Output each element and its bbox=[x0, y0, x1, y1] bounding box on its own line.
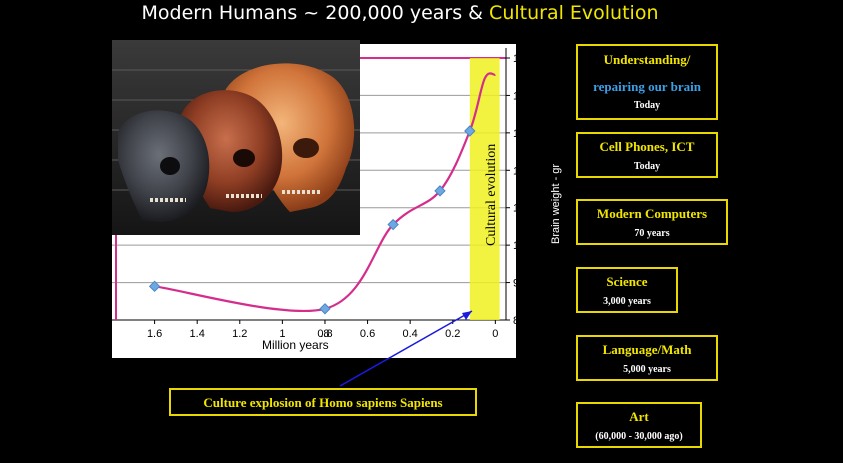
brain-weight-curve bbox=[154, 72, 496, 313]
milestone-sub: Today bbox=[633, 161, 661, 172]
x-tick-label: 0.6 bbox=[360, 328, 375, 340]
data-point bbox=[319, 303, 331, 315]
x-tick-label: 1.4 bbox=[190, 328, 205, 340]
annotation-text: Culture explosion of Homo sapiens Sapien… bbox=[203, 395, 442, 410]
data-point bbox=[387, 218, 399, 231]
milestone-title: Modern Computers bbox=[596, 206, 708, 221]
x-tick-label: 0.4 bbox=[403, 328, 418, 340]
y-tick-label: 800 bbox=[513, 315, 531, 327]
milestone-title: Understanding/ bbox=[603, 52, 691, 67]
milestone-sub: (60,000 - 30,000 ago) bbox=[595, 431, 683, 442]
annotation-arrowhead bbox=[462, 311, 472, 320]
x-tick-label: 0 bbox=[492, 328, 498, 340]
milestone-sub: Today bbox=[633, 100, 661, 111]
y-tick-label: 1300 bbox=[513, 128, 537, 140]
milestone-sub: 70 years bbox=[634, 228, 670, 239]
milestone-computers: Modern Computers 70 years bbox=[576, 199, 728, 245]
slide-title: Modern Humans ~ 200,000 years & Cultural… bbox=[0, 2, 800, 24]
milestone-science: Science 3,000 years bbox=[576, 267, 678, 313]
skull-evolution-image bbox=[112, 40, 360, 235]
y-tick-label: 1000 bbox=[513, 240, 537, 252]
title-part2: Cultural Evolution bbox=[489, 2, 659, 24]
milestone-brain: Understanding/ repairing our brain Today bbox=[576, 44, 718, 120]
x-tick-label: 0.8 bbox=[317, 328, 332, 340]
x-axis-label: Million years bbox=[262, 338, 329, 352]
milestone-title: Language/Math bbox=[602, 342, 692, 357]
milestone-art: Art (60,000 - 30,000 ago) bbox=[576, 402, 702, 448]
x-tick-label: 0.2 bbox=[445, 328, 460, 340]
y-tick-label: 900 bbox=[513, 278, 531, 290]
y-axis-label: Brain weight - gr bbox=[550, 163, 562, 244]
cultural-evolution-band bbox=[469, 58, 500, 320]
y-tick-label: 1100 bbox=[513, 203, 537, 215]
milestone-sub: 3,000 years bbox=[603, 296, 651, 307]
data-point bbox=[464, 125, 476, 137]
milestone-title: Art bbox=[629, 409, 649, 424]
data-point bbox=[434, 185, 446, 197]
annotation-arrow bbox=[339, 310, 473, 387]
y-tick-label: 1200 bbox=[513, 165, 537, 177]
milestone-language: Language/Math 5,000 years bbox=[576, 335, 718, 381]
x-tick-label: 1.2 bbox=[232, 328, 247, 340]
x-tick-label: 1.6 bbox=[147, 328, 162, 340]
milestone-title-2: repairing our brain bbox=[593, 79, 701, 94]
data-point bbox=[148, 280, 161, 293]
milestone-title: Cell Phones, ICT bbox=[599, 139, 695, 154]
x-tick-label: 1 bbox=[279, 328, 285, 340]
milestone-title: Science bbox=[606, 274, 648, 289]
x-tick-label: .8 bbox=[320, 328, 329, 340]
band-label: Cultural evolution bbox=[484, 143, 499, 246]
title-part1: Modern Humans ~ 200,000 years & bbox=[141, 2, 490, 24]
y-tick-label: 1400 bbox=[513, 90, 537, 102]
milestone-sub: 5,000 years bbox=[623, 364, 671, 375]
milestone-phones: Cell Phones, ICT Today bbox=[576, 132, 718, 178]
y-tick-label: 1500 bbox=[513, 53, 537, 65]
annotation-box bbox=[169, 388, 477, 416]
